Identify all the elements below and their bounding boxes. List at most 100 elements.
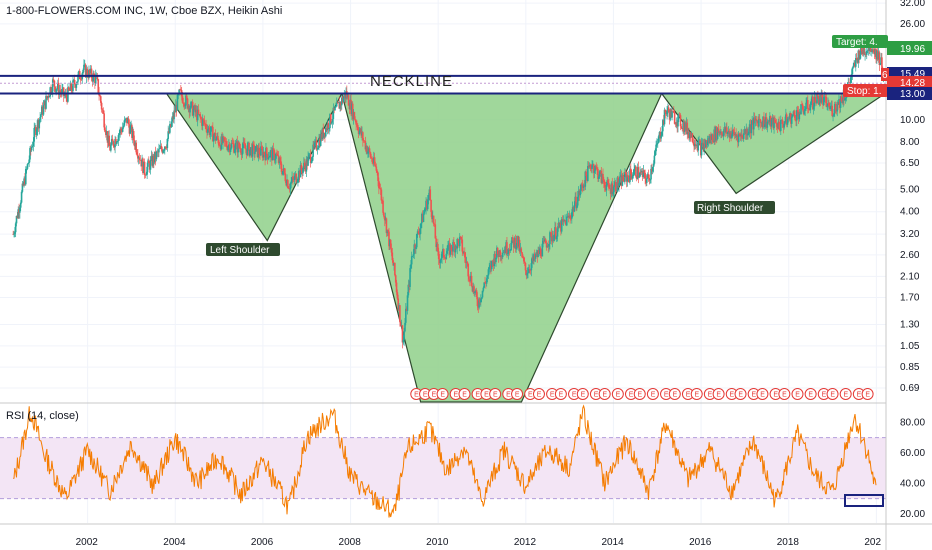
candle-body [484,282,486,284]
candle-body [218,145,221,147]
candle-body [352,112,355,120]
candle-body [139,159,142,161]
candle-body [615,190,618,192]
candle-body [607,180,609,184]
candle-body [32,141,35,147]
candle-body [356,124,359,131]
candle-body [442,248,445,258]
candle-body [573,205,576,212]
price-tick-label: 1.30 [900,319,920,330]
candle-body [514,238,517,249]
candle-body [48,96,51,98]
candle-body [540,255,543,257]
candle-body [723,127,726,132]
candle-body [328,128,330,130]
earnings-marker-label: E [440,392,445,399]
earnings-marker [826,388,839,400]
candle-body [734,133,737,136]
candle-body [77,74,79,82]
candle-body [323,132,325,138]
candle-body [488,267,491,270]
target-badge [832,35,888,48]
candle-body [404,322,406,332]
candle-body [737,133,740,143]
candle-body [672,110,674,112]
candle-body [303,162,306,166]
candle-body [193,105,196,110]
candle-body [354,119,357,121]
candle-body [812,106,815,110]
candle-body [707,138,710,142]
candle-body [599,170,602,172]
earnings-marker-label: E [594,392,599,399]
candle-body [485,278,488,284]
earnings-marker-label: E [857,392,862,399]
candle-body [697,141,700,151]
candle-body [539,248,542,256]
candle-body [727,130,730,133]
candle-body [696,145,699,151]
candle-body [303,162,305,168]
candle-body [52,79,55,81]
candle-body [14,223,17,233]
candle-body [333,107,335,111]
candle-body [478,298,480,308]
candle-body [126,117,128,124]
candle-body [19,207,21,213]
candle-body [829,106,832,110]
candle-body [447,243,450,245]
candle-body [735,133,737,137]
candle-body [453,241,455,245]
candle-body [523,261,526,264]
candle-body [205,124,207,129]
price-tick-label: 1.70 [900,293,920,304]
candle-body [132,130,134,138]
candle-body [582,185,585,188]
candle-body [815,102,817,104]
candle-body [702,142,705,150]
candle-body [180,89,182,91]
candle-body [431,211,433,220]
candle-body [164,146,167,148]
candle-body [255,145,258,147]
candle-body [308,154,311,155]
candle-body [595,166,598,168]
candle-body [662,120,664,132]
candle-body [789,113,791,119]
candle-body [418,233,421,235]
candle-body [265,147,268,154]
candle-body [167,131,169,139]
candle-body [244,148,247,150]
price-tick-label: 0.85 [900,362,920,373]
candle-body [506,242,508,254]
candle-body [576,196,579,206]
candle-body [840,96,843,102]
candle-body [22,183,25,186]
candle-body [28,159,30,163]
candle-body [102,110,105,114]
candle-body [776,126,779,129]
candle-body [317,147,319,150]
chart-title: 1-800-FLOWERS.COM INC, 1W, Cboe BZX, Hei… [6,5,282,17]
candle-body [415,247,417,249]
candle-body [330,114,332,124]
candle-body [832,115,834,117]
candle-body [592,164,594,166]
candle-body [560,219,563,232]
earnings-marker-label: E [484,392,489,399]
candle-body [868,47,871,52]
candle-body [839,96,842,108]
candle-body [747,131,750,134]
candle-body [419,228,421,235]
candle-body [274,158,277,161]
candle-body [606,180,609,186]
candle-body [288,188,291,190]
earnings-marker-label: E [830,392,835,399]
candle-body [688,132,690,139]
candle-body [340,102,342,106]
candle-body [709,136,711,144]
candle-body [875,49,877,60]
candle-body [406,295,409,311]
candle-body [61,89,63,94]
candle-body [217,135,219,141]
